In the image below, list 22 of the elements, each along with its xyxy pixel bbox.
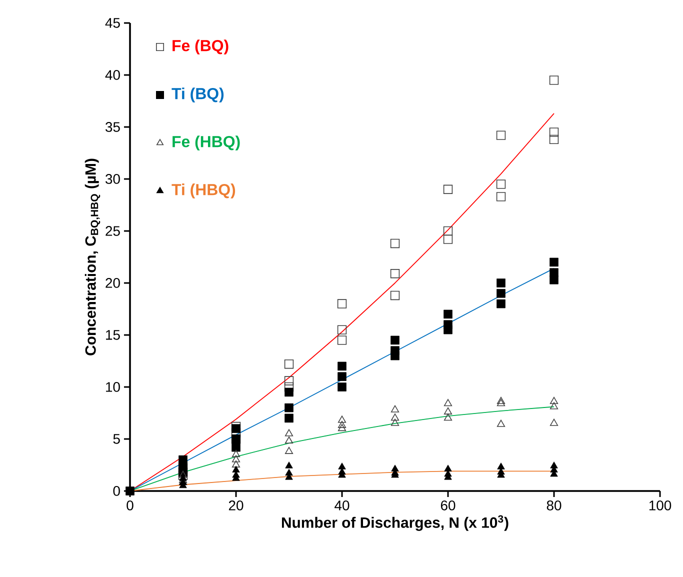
- y-tick-label: 40: [105, 70, 120, 80]
- x-tick-label: 80: [546, 500, 562, 510]
- y-tick-label: 30: [106, 174, 120, 184]
- y-tick-label: 10: [106, 382, 120, 392]
- x-tick-label: 40: [334, 500, 350, 510]
- y-tick-label: 15: [106, 330, 120, 340]
- y-tick-label: 35: [106, 122, 120, 132]
- x-tick-label: 20: [228, 500, 244, 510]
- x-axis-title: Number of Discharges, N (x 10$^{3}$): [282, 515, 508, 531]
- y-axis-title: Concentration, C$_{BQ,HBQ}$ (µM): [84, 158, 100, 356]
- y-tick-label: 0: [113, 486, 120, 496]
- y-tick-label: 25: [106, 226, 120, 236]
- legend-label: Ti (HBQ): [172, 184, 236, 198]
- x-tick-label: 60: [440, 500, 456, 510]
- legend-label: Fe (BQ): [172, 40, 228, 54]
- x-tick-label: 100: [649, 500, 672, 510]
- y-tick-label: 20: [106, 278, 120, 288]
- legend-label: Fe (HBQ): [172, 136, 240, 150]
- legend-label: Ti (BQ): [172, 88, 224, 102]
- y-tick-label: 5: [113, 434, 120, 444]
- y-tick-label: 45: [105, 18, 120, 28]
- x-tick-label: 0: [126, 500, 134, 510]
